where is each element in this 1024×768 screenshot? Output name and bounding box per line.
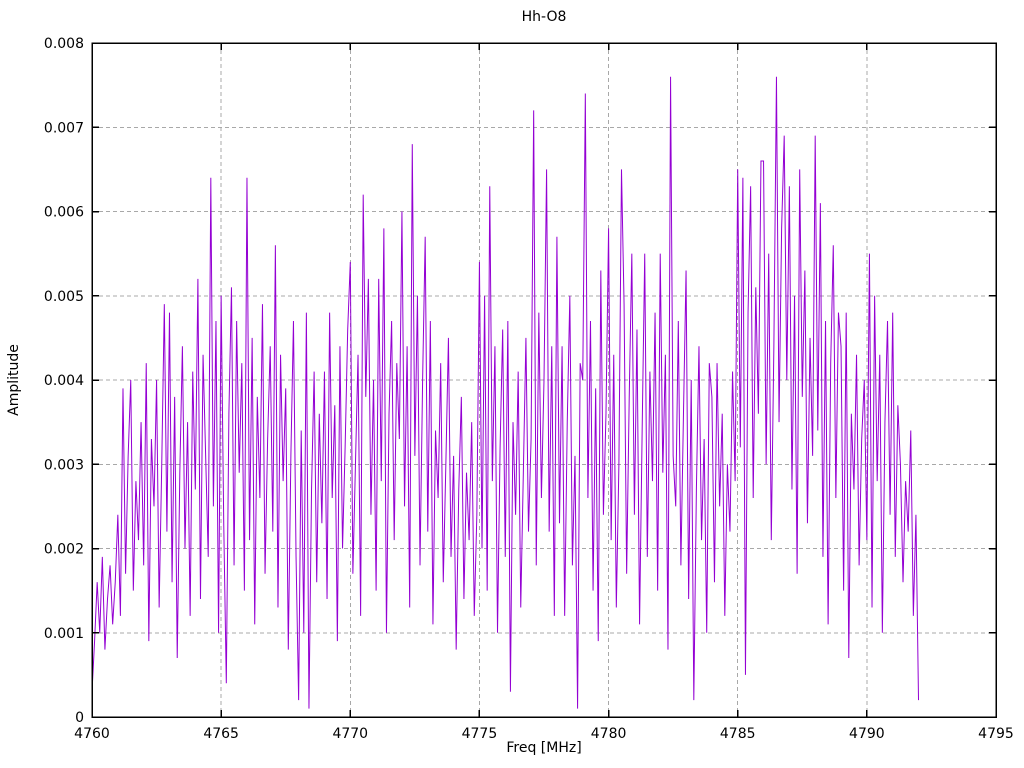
y-tick-label: 0 bbox=[75, 710, 84, 726]
grid-lines bbox=[92, 43, 996, 717]
x-tick-label: 4795 bbox=[978, 726, 1014, 742]
x-tick-label: 4765 bbox=[203, 726, 239, 742]
x-tick-label: 4775 bbox=[462, 726, 498, 742]
y-tick-label: 0.006 bbox=[44, 205, 84, 221]
tick-marks bbox=[91, 42, 997, 718]
y-tick-label: 0.003 bbox=[44, 457, 84, 473]
x-tick-label: 4760 bbox=[74, 726, 110, 742]
x-tick-label: 4785 bbox=[720, 726, 756, 742]
y-tick-label: 0.002 bbox=[44, 542, 84, 558]
chart-title: Hh-O8 bbox=[521, 9, 567, 25]
series-line bbox=[91, 76, 920, 709]
y-tick-label: 0.001 bbox=[44, 626, 84, 642]
y-tick-label: 0.008 bbox=[44, 36, 84, 52]
x-tick-label: 4790 bbox=[849, 726, 885, 742]
x-axis-label: Freq [MHz] bbox=[506, 740, 582, 756]
y-tick-label: 0.007 bbox=[44, 120, 84, 136]
x-tick-label: 4770 bbox=[332, 726, 368, 742]
y-tick-label: 0.004 bbox=[44, 373, 84, 389]
x-tick-label: 4780 bbox=[591, 726, 627, 742]
y-tick-label: 0.005 bbox=[44, 289, 84, 305]
tick-labels: 4760 4765 4770 4775 4780 4785 4790 4795 0 0.001 0.… bbox=[44, 36, 1014, 742]
